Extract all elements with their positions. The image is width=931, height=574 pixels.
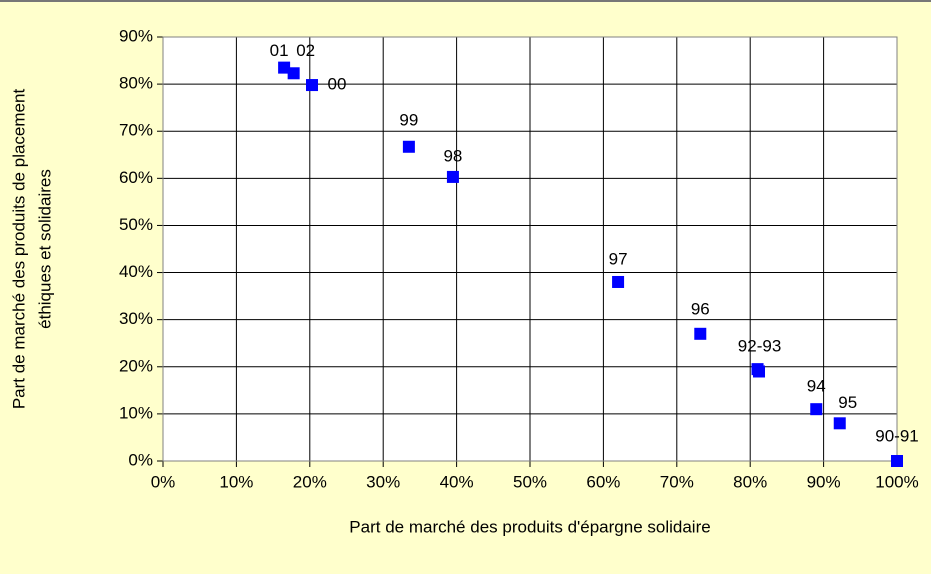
point: [694, 327, 707, 340]
y-axis-label: éthiques et solidaires: [35, 169, 54, 329]
y-tick-label: 90%: [119, 26, 153, 45]
point: [891, 455, 903, 467]
x-tick-label: 0%: [151, 472, 176, 491]
y-axis-label: Part de marché des produits de placement: [9, 89, 28, 410]
point: [753, 365, 766, 378]
point-label: 94: [807, 377, 826, 396]
point-label: 98: [443, 146, 462, 165]
point-label: 00: [328, 75, 347, 94]
point-label: 99: [399, 110, 418, 129]
x-tick-label: 80%: [733, 472, 767, 491]
point: [833, 417, 846, 430]
y-tick-label: 60%: [119, 168, 153, 187]
y-tick-label: 0%: [128, 450, 153, 469]
point-label: 96: [691, 299, 710, 318]
point-label: 90-91: [875, 426, 918, 445]
y-tick-label: 10%: [119, 403, 153, 422]
x-tick-label: 50%: [513, 472, 547, 491]
point: [446, 170, 459, 183]
y-tick-label: 70%: [119, 121, 153, 140]
point-label: 97: [609, 249, 628, 268]
point: [287, 67, 300, 80]
point-label: 92-93: [738, 337, 781, 356]
y-tick-label: 50%: [119, 215, 153, 234]
point: [306, 79, 319, 92]
x-tick-label: 70%: [660, 472, 694, 491]
x-tick-label: 30%: [366, 472, 400, 491]
plot-border: [162, 36, 898, 462]
point: [402, 140, 415, 153]
y-tick-label: 20%: [119, 356, 153, 375]
y-tick-label: 30%: [119, 309, 153, 328]
x-tick-label: 60%: [586, 472, 620, 491]
x-tick-label: 40%: [440, 472, 474, 491]
point-label: 02: [296, 41, 315, 60]
x-axis-label: Part de marché des produits d'épargne so…: [349, 517, 710, 536]
x-tick-label: 90%: [807, 472, 841, 491]
point: [278, 61, 291, 74]
x-tick-label: 10%: [219, 472, 253, 491]
point: [612, 275, 625, 288]
x-tick-label: 20%: [293, 472, 327, 491]
point: [810, 403, 823, 416]
point-label: 01: [270, 41, 289, 60]
y-tick-label: 40%: [119, 262, 153, 281]
point-label: 95: [838, 393, 857, 412]
x-tick-label: 100%: [875, 472, 918, 491]
y-tick-label: 80%: [119, 74, 153, 93]
